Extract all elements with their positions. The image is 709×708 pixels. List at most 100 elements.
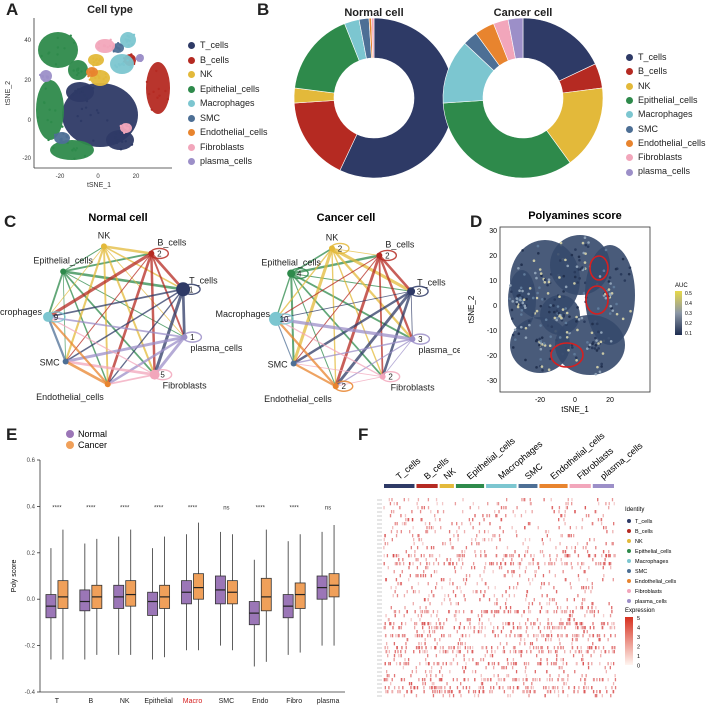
heat-cell bbox=[529, 690, 531, 694]
x-tick-label: Fibro bbox=[286, 698, 302, 705]
heat-cell bbox=[425, 530, 427, 534]
heat-cell bbox=[557, 626, 559, 630]
heat-cell bbox=[483, 594, 485, 598]
heat-cell bbox=[403, 634, 405, 638]
heat-cell bbox=[419, 650, 421, 654]
heat-cell bbox=[407, 518, 409, 522]
network-edge bbox=[331, 248, 384, 377]
score-point bbox=[558, 259, 562, 262]
cell-point bbox=[124, 38, 127, 41]
heat-cell bbox=[593, 614, 595, 618]
score-point bbox=[556, 305, 560, 308]
heat-cell bbox=[604, 558, 606, 562]
heat-cell bbox=[585, 650, 587, 654]
heat-cell bbox=[502, 686, 504, 690]
score-point bbox=[560, 316, 563, 320]
self-loop bbox=[377, 249, 398, 262]
heat-cell bbox=[483, 518, 485, 522]
heat-cell bbox=[528, 602, 530, 606]
heat-cell bbox=[481, 682, 484, 686]
heat-cell bbox=[527, 546, 529, 550]
heat-cell bbox=[411, 534, 414, 538]
panel-f: T_cells B_cells NK Epithelial_cells Macropha… bbox=[355, 420, 709, 708]
heat-cell bbox=[523, 638, 526, 642]
heat-cell bbox=[600, 518, 603, 522]
score-point bbox=[544, 318, 548, 322]
heat-cell bbox=[482, 686, 484, 690]
heat-cell bbox=[505, 590, 507, 594]
heat-cell bbox=[484, 634, 486, 638]
heat-cell bbox=[556, 554, 558, 558]
heat-cell bbox=[583, 690, 585, 694]
x-tick-label: -20 bbox=[535, 397, 545, 404]
heat-cell bbox=[586, 630, 588, 634]
heat-cell bbox=[545, 638, 547, 642]
loop-count: 9 bbox=[54, 313, 59, 322]
identity-bar-plasma_cells bbox=[592, 484, 614, 488]
heat-cell bbox=[613, 622, 615, 626]
heat-cell bbox=[462, 510, 464, 514]
score-point bbox=[531, 296, 535, 300]
legend-swatch bbox=[188, 158, 195, 166]
heat-cell bbox=[447, 650, 449, 654]
heat-cell bbox=[402, 558, 404, 562]
plot-frame bbox=[499, 226, 651, 393]
heat-cell bbox=[576, 662, 578, 666]
heat-cell bbox=[493, 626, 495, 630]
heat-cell bbox=[537, 526, 539, 530]
cell-point bbox=[92, 64, 95, 67]
heat-cell bbox=[552, 686, 555, 690]
heat-cell bbox=[418, 642, 420, 646]
heat-cell bbox=[605, 502, 607, 506]
heat-cell bbox=[505, 554, 507, 558]
heat-cell bbox=[415, 694, 418, 698]
heat-cell bbox=[393, 570, 395, 574]
heat-cell bbox=[572, 634, 574, 638]
heat-cell bbox=[394, 522, 396, 526]
heat-cell bbox=[553, 626, 556, 630]
cell-point bbox=[74, 89, 77, 93]
heat-cell bbox=[542, 686, 545, 690]
score-point bbox=[552, 304, 555, 307]
heat-cell bbox=[577, 554, 579, 558]
heat-cell bbox=[399, 574, 401, 578]
heat-cell bbox=[539, 602, 541, 606]
cell-point bbox=[106, 119, 109, 122]
heat-cell bbox=[418, 678, 420, 682]
box-cancer bbox=[125, 580, 137, 607]
score-point bbox=[578, 258, 581, 262]
heat-cell bbox=[448, 530, 451, 534]
heat-cell bbox=[491, 654, 493, 658]
heat-cell bbox=[505, 634, 507, 638]
heat-cell bbox=[403, 678, 406, 682]
heat-cell bbox=[401, 646, 403, 650]
heat-cell bbox=[494, 650, 496, 654]
heat-cell bbox=[584, 678, 586, 682]
heat-cell bbox=[530, 622, 532, 626]
significance-label: **** bbox=[256, 505, 266, 511]
heat-cell bbox=[419, 510, 422, 514]
box-cancer bbox=[193, 573, 204, 600]
box-normal bbox=[147, 591, 159, 616]
heat-cell bbox=[389, 622, 391, 626]
heat-cell bbox=[463, 654, 465, 658]
legend-swatch bbox=[188, 129, 195, 137]
identity-legend-label: Epithelial_cells bbox=[635, 549, 672, 555]
heat-cell bbox=[601, 554, 603, 558]
heat-cell bbox=[511, 526, 513, 530]
heat-cell bbox=[488, 618, 490, 622]
heat-cell bbox=[433, 562, 435, 566]
score-point bbox=[604, 296, 608, 300]
heat-cell bbox=[557, 626, 559, 630]
network-edge bbox=[47, 316, 185, 339]
heat-cell bbox=[571, 498, 573, 502]
network-edge bbox=[150, 253, 156, 375]
heat-cell bbox=[383, 554, 385, 558]
heat-cell bbox=[587, 662, 590, 666]
legend-label: SMC bbox=[200, 112, 220, 123]
heat-cell bbox=[434, 686, 437, 690]
heat-cell bbox=[430, 614, 432, 618]
heat-cell bbox=[509, 606, 512, 610]
heat-cell bbox=[589, 610, 591, 614]
score-point bbox=[584, 252, 587, 255]
